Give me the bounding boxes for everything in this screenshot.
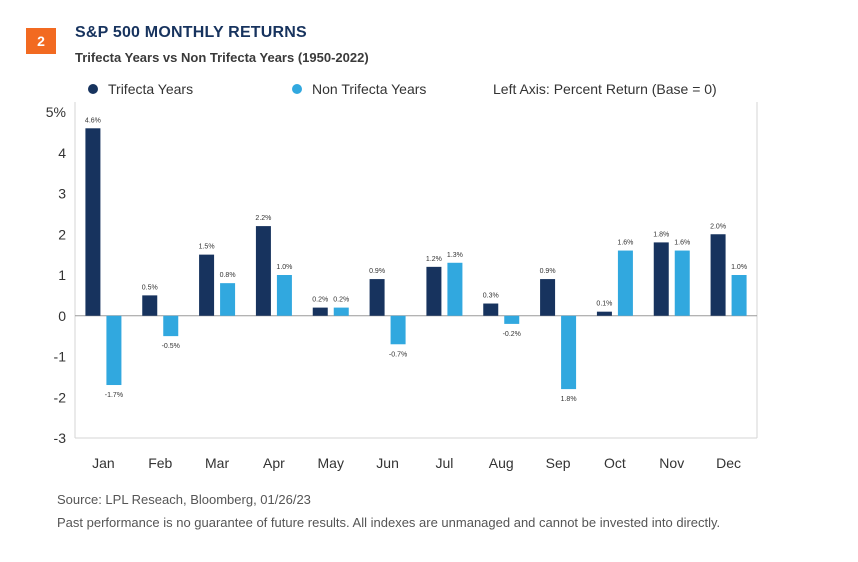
data-label: 0.9% — [369, 268, 385, 275]
data-label: 1.5% — [199, 244, 215, 251]
data-label: 1.0% — [276, 264, 292, 271]
bar-trifecta — [426, 266, 442, 316]
y-tick-label: -2 — [54, 389, 67, 405]
bar-non-trifecta — [106, 315, 122, 386]
data-label: -0.7% — [389, 351, 407, 358]
x-tick-label: Jun — [376, 455, 399, 471]
bar-trifecta — [653, 242, 669, 316]
data-label: 0.5% — [142, 284, 158, 291]
data-label: 0.1% — [596, 301, 612, 308]
legend-item-trifecta: Trifecta Years — [88, 81, 193, 97]
y-tick-label: 3 — [58, 186, 66, 202]
data-label: 2.0% — [710, 223, 726, 230]
legend-label-trifecta: Trifecta Years — [108, 81, 194, 97]
figure-number-badge: 2 — [26, 28, 56, 54]
data-label: -1.7% — [105, 392, 123, 399]
data-label: 1.6% — [674, 240, 690, 247]
data-label: -0.2% — [503, 331, 521, 338]
data-label: 0.9% — [540, 268, 556, 275]
bar-trifecta — [255, 226, 271, 316]
x-tick-label: May — [318, 455, 344, 471]
bar-non-trifecta — [674, 250, 690, 316]
bar-non-trifecta — [333, 307, 349, 316]
bar-trifecta — [483, 303, 499, 316]
data-label: 0.8% — [220, 272, 236, 279]
y-tick-label: 1 — [58, 267, 66, 283]
data-label: 1.8% — [653, 231, 669, 238]
y-tick-label: 5% — [46, 104, 66, 120]
bar-non-trifecta — [731, 275, 747, 316]
data-label: 0.2% — [312, 297, 328, 304]
x-tick-label: Apr — [263, 455, 285, 471]
legend-swatch-trifecta — [88, 84, 98, 94]
x-tick-label: Mar — [205, 455, 229, 471]
bar-non-trifecta — [276, 275, 292, 316]
x-tick-label: Dec — [716, 455, 741, 471]
bar-non-trifecta — [504, 315, 520, 324]
chart-subtitle: Trifecta Years vs Non Trifecta Years (19… — [75, 50, 369, 65]
chart-title: S&P 500 MONTHLY RETURNS — [75, 24, 307, 41]
source-note: Source: LPL Reseach, Bloomberg, 01/26/23 — [57, 492, 311, 507]
y-tick-label: -3 — [54, 430, 67, 446]
bar-non-trifecta — [617, 250, 633, 316]
bar-trifecta — [369, 279, 385, 316]
data-label: 1.8% — [561, 396, 577, 403]
legend-item-non-trifecta: Non Trifecta Years — [292, 81, 426, 97]
x-tick-label: Jul — [435, 455, 453, 471]
bar-trifecta — [710, 234, 726, 316]
bar-non-trifecta — [447, 262, 463, 316]
data-label: 0.3% — [483, 293, 499, 300]
legend-swatch-non-trifecta — [292, 84, 302, 94]
bar-trifecta — [199, 254, 215, 316]
bar-trifecta — [596, 311, 612, 316]
bar-trifecta — [142, 295, 158, 316]
bar-trifecta — [540, 279, 556, 316]
y-tick-label: 4 — [58, 145, 66, 161]
bar-trifecta — [85, 128, 101, 316]
data-label: 1.3% — [447, 252, 463, 259]
x-tick-label: Nov — [659, 455, 684, 471]
data-label: 4.6% — [85, 117, 101, 124]
data-label: 1.0% — [731, 264, 747, 271]
x-tick-label: Jan — [92, 455, 115, 471]
x-tick-label: Sep — [546, 455, 571, 471]
x-tick-label: Feb — [148, 455, 172, 471]
data-label: 2.2% — [255, 215, 271, 222]
y-tick-label: -1 — [54, 349, 67, 365]
y-tick-label: 0 — [58, 308, 66, 324]
y-tick-label: 2 — [58, 226, 66, 242]
bar-non-trifecta — [390, 315, 406, 345]
data-label: 1.6% — [617, 240, 633, 247]
axis-note: Left Axis: Percent Return (Base = 0) — [493, 81, 717, 97]
legend-label-non-trifecta: Non Trifecta Years — [312, 81, 427, 97]
bar-non-trifecta — [220, 283, 236, 316]
data-label: -0.5% — [162, 343, 180, 350]
data-label: 0.2% — [333, 297, 349, 304]
bar-non-trifecta — [561, 315, 577, 390]
bar-non-trifecta — [163, 315, 179, 337]
data-label: 1.2% — [426, 256, 442, 263]
bar-trifecta — [312, 307, 328, 316]
x-tick-label: Oct — [604, 455, 626, 471]
x-tick-label: Aug — [489, 455, 514, 471]
disclaimer: Past performance is no guarantee of futu… — [57, 515, 721, 530]
